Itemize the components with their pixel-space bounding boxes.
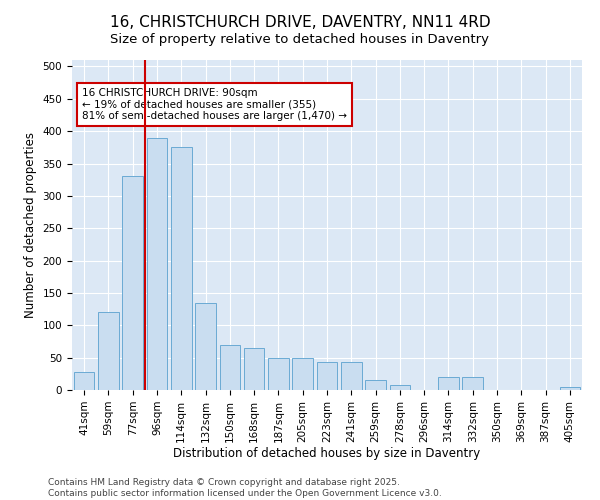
Bar [463,377,483,390]
Bar [122,176,143,390]
Text: 16, CHRISTCHURCH DRIVE, DAVENTRY, NN11 4RD: 16, CHRISTCHURCH DRIVE, DAVENTRY, NN11 4… [110,15,490,30]
Y-axis label: Number of detached properties: Number of detached properties [24,132,37,318]
Bar [195,302,216,390]
Bar [365,380,386,390]
Text: Size of property relative to detached houses in Daventry: Size of property relative to detached ho… [110,32,490,46]
Bar [220,344,240,390]
Text: Contains HM Land Registry data © Crown copyright and database right 2025.
Contai: Contains HM Land Registry data © Crown c… [48,478,442,498]
Bar [438,377,459,390]
Bar [560,387,580,390]
Bar [341,362,362,390]
Bar [317,362,337,390]
X-axis label: Distribution of detached houses by size in Daventry: Distribution of detached houses by size … [173,448,481,460]
Bar [292,358,313,390]
Bar [244,348,265,390]
Bar [74,372,94,390]
Bar [171,148,191,390]
Text: 16 CHRISTCHURCH DRIVE: 90sqm
← 19% of detached houses are smaller (355)
81% of s: 16 CHRISTCHURCH DRIVE: 90sqm ← 19% of de… [82,88,347,121]
Bar [98,312,119,390]
Bar [268,358,289,390]
Bar [146,138,167,390]
Bar [389,385,410,390]
